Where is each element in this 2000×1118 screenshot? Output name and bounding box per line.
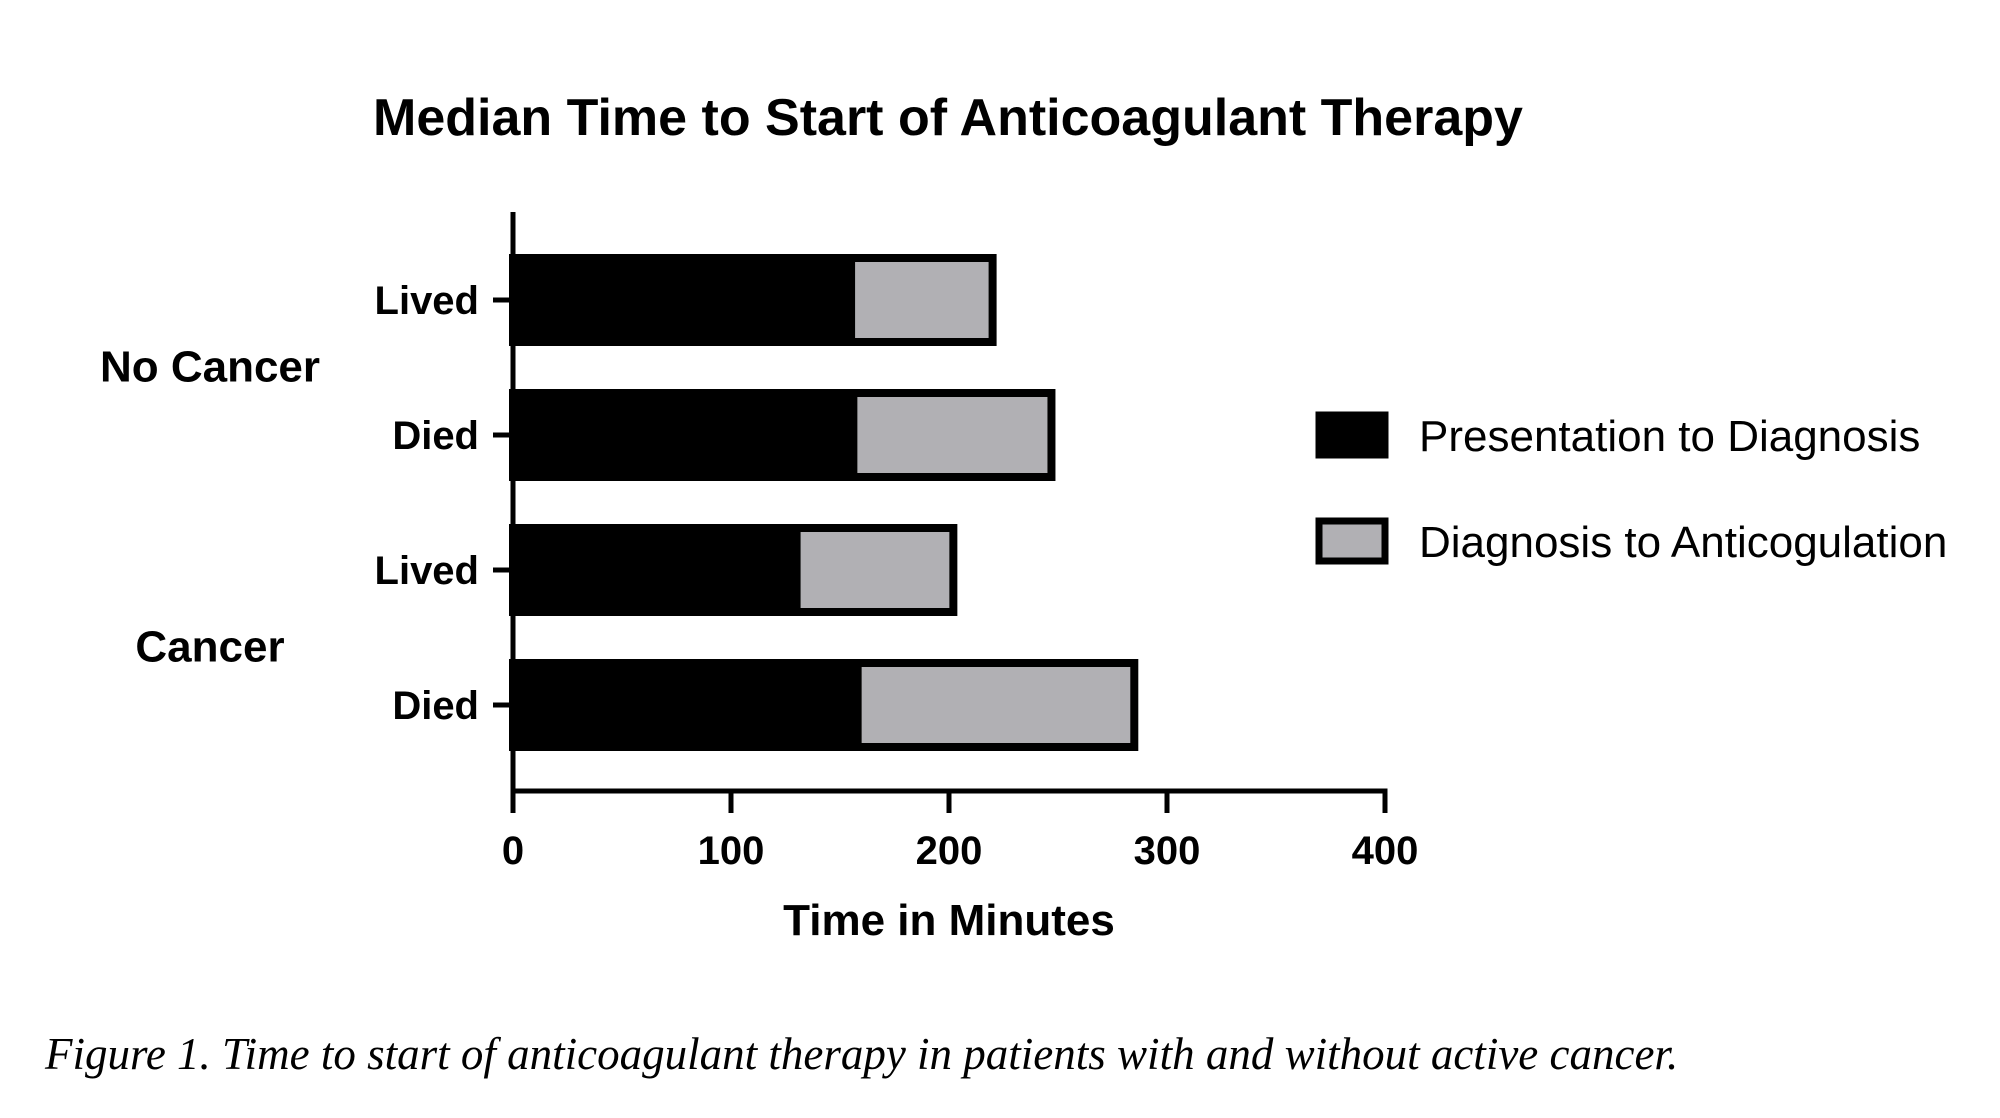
bar-presentation-to-diagnosis	[513, 663, 862, 747]
bar-diagnosis-to-anticoagulation	[857, 393, 1052, 477]
bar-diagnosis-to-anticoagulation	[855, 258, 993, 342]
bar-presentation-to-diagnosis	[513, 528, 801, 612]
group-label: No Cancer	[100, 343, 320, 392]
legend-swatch	[1315, 411, 1389, 459]
x-tick-label: 100	[698, 829, 765, 873]
y-tick-label: Lived	[375, 549, 479, 593]
x-tick-label: 300	[1134, 829, 1201, 873]
y-tick-label: Died	[392, 414, 479, 458]
group-label: Cancer	[135, 623, 284, 672]
chart-title: Median Time to Start of Anticoagulant Th…	[373, 89, 1523, 147]
y-tick-label: Lived	[375, 279, 479, 323]
x-axis-label: Time in Minutes	[783, 896, 1115, 945]
legend-label: Presentation to Diagnosis	[1419, 412, 1920, 461]
plot-area: Lived Died Lived Died No Cancer Cancer 0 100 200…	[100, 212, 1418, 945]
x-tick-label: 0	[502, 829, 524, 873]
legend: Presentation to Diagnosis Diagnosis to An…	[1315, 411, 1947, 567]
bar-diagnosis-to-anticoagulation	[800, 528, 954, 612]
x-tick-label: 400	[1352, 829, 1419, 873]
legend-swatch	[1315, 517, 1389, 565]
y-tick-label: Died	[392, 684, 479, 728]
legend-label: Diagnosis to Anticogulation	[1419, 518, 1947, 567]
bar-presentation-to-diagnosis	[513, 258, 856, 342]
x-tick-label: 200	[916, 829, 983, 873]
figure-caption: Figure 1. Time to start of anticoagulant…	[45, 1029, 1679, 1079]
bar-diagnosis-to-anticoagulation	[861, 663, 1135, 747]
bar-presentation-to-diagnosis	[513, 393, 858, 477]
